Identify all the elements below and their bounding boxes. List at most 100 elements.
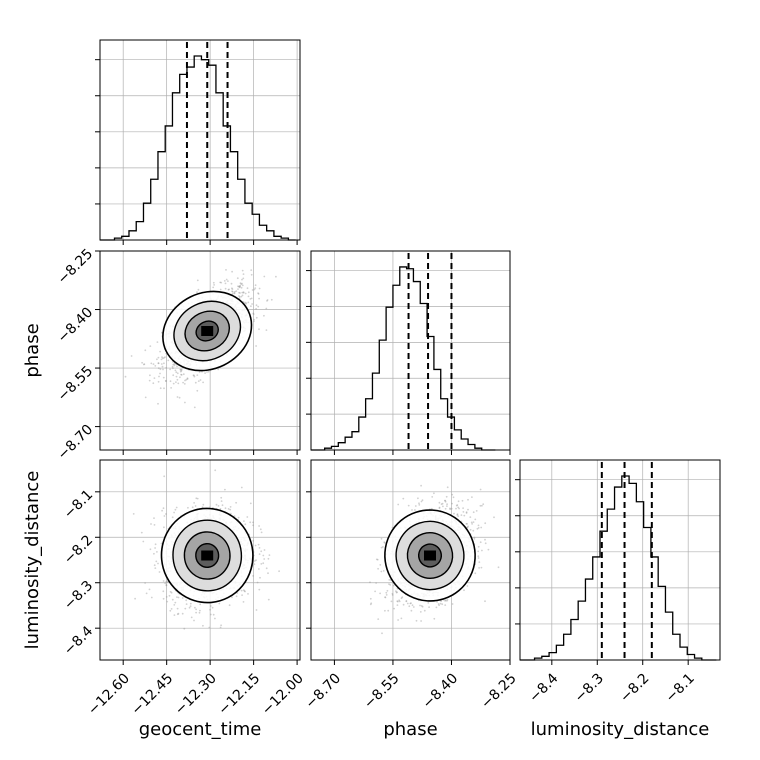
- scatter-point: [159, 350, 162, 353]
- scatter-point: [444, 604, 447, 606]
- chart-marks: [100, 42, 717, 661]
- scatter-point: [389, 584, 392, 586]
- scatter-point: [254, 544, 257, 547]
- scatter-point: [178, 396, 181, 399]
- scatter-point: [212, 286, 215, 289]
- scatter-point: [384, 596, 386, 598]
- scatter-point: [405, 600, 408, 603]
- scatter-point: [249, 502, 252, 505]
- scatter-point: [197, 380, 200, 382]
- scatter-point: [388, 579, 391, 581]
- scatter-point: [175, 371, 178, 374]
- scatter-point: [209, 605, 212, 607]
- scatter-point: [157, 362, 160, 365]
- scatter-point: [436, 601, 438, 603]
- scatter-point: [169, 609, 172, 612]
- scatter-point: [177, 596, 180, 599]
- scatter-point: [415, 619, 418, 622]
- scatter-point: [204, 372, 207, 374]
- scatter-point: [229, 508, 232, 511]
- scatter-point: [243, 520, 245, 522]
- scatter-point: [238, 285, 240, 288]
- scatter-point: [263, 558, 266, 560]
- scatter-point: [457, 515, 460, 518]
- scatter-point: [130, 355, 133, 357]
- scatter-point: [199, 609, 201, 612]
- ylabel-luminosity-distance: luminosity_distance: [22, 471, 43, 650]
- scatter-point: [397, 503, 400, 506]
- scatter-point: [387, 609, 390, 612]
- scatter-point: [148, 588, 151, 591]
- scatter-point: [182, 373, 185, 376]
- scatter-point: [175, 506, 178, 509]
- scatter-point: [473, 536, 476, 539]
- scatter-point: [374, 590, 376, 593]
- scatter-point: [375, 582, 377, 584]
- scatter-point: [242, 291, 245, 293]
- scatter-point: [188, 606, 191, 609]
- scatter-point: [253, 288, 256, 291]
- scatter-point: [195, 497, 198, 500]
- scatter-point: [462, 511, 465, 513]
- scatter-point: [231, 288, 234, 290]
- scatter-point: [251, 289, 254, 291]
- scatter-point: [199, 379, 202, 381]
- scatter-point: [153, 524, 156, 526]
- panel-frame: [519, 459, 721, 661]
- scatter-point: [258, 287, 261, 290]
- scatter-point: [162, 580, 165, 582]
- scatter-point: [238, 286, 241, 288]
- scatter-point: [161, 509, 164, 512]
- scatter-point: [407, 504, 410, 507]
- scatter-point: [265, 567, 268, 570]
- scatter-point: [244, 523, 247, 526]
- scatter-point: [267, 557, 270, 560]
- scatter-point: [242, 273, 245, 275]
- scatter-point: [428, 606, 430, 608]
- scatter-point: [176, 365, 178, 368]
- scatter-point: [173, 604, 176, 606]
- scatter-point: [163, 475, 166, 478]
- histogram-phase: [311, 266, 496, 451]
- scatter-point: [247, 593, 249, 595]
- scatter-point: [154, 543, 157, 546]
- scatter-point: [484, 522, 487, 525]
- scatter-point: [421, 605, 424, 608]
- scatter-point: [237, 285, 239, 288]
- scatter-point: [165, 596, 168, 598]
- x-tick-label-geocent_time: −12.45: [128, 670, 176, 718]
- scatter-point: [213, 284, 216, 286]
- scatter-point: [227, 508, 230, 510]
- scatter-point: [474, 518, 477, 521]
- panel-frame: [99, 39, 301, 241]
- scatter-point: [143, 363, 145, 366]
- scatter-point: [190, 616, 193, 619]
- scatter-point: [471, 523, 473, 525]
- scatter-point: [405, 600, 408, 602]
- scatter-point: [467, 498, 469, 501]
- x-tick-label-phase: −8.55: [361, 670, 403, 712]
- scatter-point: [396, 591, 398, 594]
- scatter-point: [241, 269, 244, 272]
- scatter-point: [446, 505, 448, 507]
- scatter-point: [148, 379, 151, 382]
- scatter-point: [165, 584, 168, 586]
- scatter-point: [176, 378, 179, 381]
- scatter-point: [265, 329, 268, 331]
- scatter-point: [252, 539, 255, 542]
- scatter-point: [253, 320, 255, 323]
- scatter-point: [441, 603, 444, 606]
- scatter-point: [465, 522, 468, 525]
- scatter-point: [409, 602, 412, 605]
- scatter-point: [157, 380, 160, 383]
- scatter-point: [191, 506, 194, 509]
- y-tick-label-phase: −8.25: [55, 246, 97, 288]
- scatter-point: [199, 603, 202, 606]
- scatter-point: [162, 376, 165, 379]
- scatter-point: [438, 506, 441, 509]
- scatter-point: [225, 278, 228, 281]
- scatter-point: [177, 612, 180, 615]
- scatter-point: [163, 515, 166, 517]
- scatter-point: [196, 291, 198, 294]
